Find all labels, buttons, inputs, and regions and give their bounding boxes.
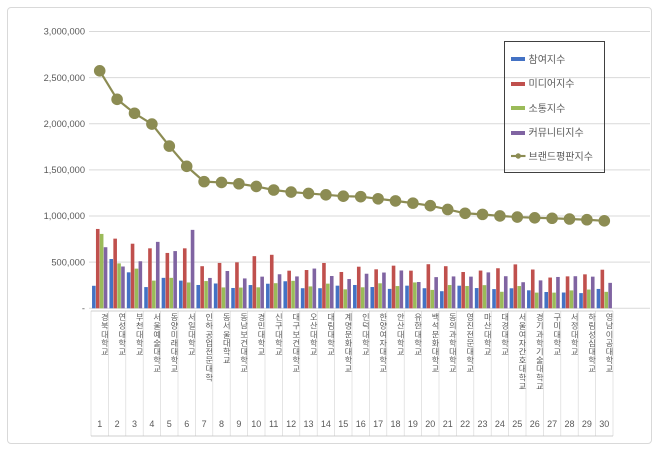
svg-text:-: - bbox=[82, 304, 85, 314]
svg-text:500,000: 500,000 bbox=[51, 257, 85, 267]
svg-text:1,500,000: 1,500,000 bbox=[44, 165, 85, 175]
svg-text:2,500,000: 2,500,000 bbox=[44, 73, 85, 83]
svg-text:2,000,000: 2,000,000 bbox=[44, 119, 85, 129]
svg-text:3,000,000: 3,000,000 bbox=[44, 27, 85, 37]
svg-text:1,000,000: 1,000,000 bbox=[44, 211, 85, 221]
